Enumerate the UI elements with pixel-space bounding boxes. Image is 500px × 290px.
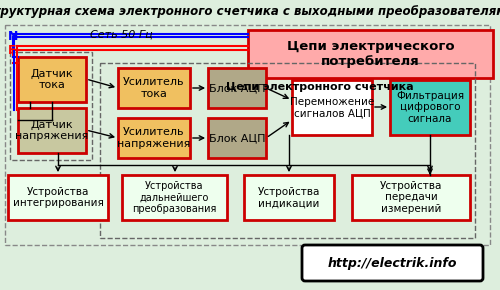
Bar bbox=[5, 25, 490, 245]
Text: Усилитель
напряжения: Усилитель напряжения bbox=[118, 127, 190, 149]
Bar bbox=[208, 68, 266, 108]
Bar bbox=[122, 175, 227, 220]
Text: Датчик
напряжения: Датчик напряжения bbox=[16, 120, 88, 141]
Text: Устройства
передачи
измерений: Устройства передачи измерений bbox=[380, 181, 442, 214]
Bar bbox=[100, 63, 475, 238]
Text: Структурная схема электронного счетчика с выходными преобразователями: Структурная схема электронного счетчика … bbox=[0, 6, 500, 19]
Bar bbox=[118, 118, 190, 158]
Text: Перемножение
сигналов АЦП: Перемножение сигналов АЦП bbox=[290, 97, 374, 118]
Bar bbox=[352, 175, 470, 220]
Text: Усилитель
тока: Усилитель тока bbox=[123, 77, 185, 99]
Text: Цепи электронного счетчика: Цепи электронного счетчика bbox=[226, 82, 414, 92]
Text: Блок АЦП: Блок АЦП bbox=[209, 83, 265, 93]
Text: Датчик
тока: Датчик тока bbox=[30, 69, 74, 90]
Text: Фильтрация
цифрового
сигнала: Фильтрация цифрового сигнала bbox=[396, 91, 464, 124]
Text: Блок АЦП: Блок АЦП bbox=[209, 133, 265, 143]
Bar bbox=[244, 175, 334, 220]
Text: Сеть 50 Гц: Сеть 50 Гц bbox=[90, 30, 153, 40]
Bar bbox=[18, 108, 86, 153]
FancyBboxPatch shape bbox=[302, 245, 483, 281]
Bar bbox=[208, 118, 266, 158]
Bar bbox=[18, 57, 86, 102]
Bar bbox=[8, 175, 108, 220]
Text: http://electrik.info: http://electrik.info bbox=[327, 256, 457, 269]
Text: F: F bbox=[8, 44, 16, 57]
Bar bbox=[292, 80, 372, 135]
Text: N: N bbox=[8, 30, 18, 44]
Text: Устройства
дальнейшего
преобразования: Устройства дальнейшего преобразования bbox=[132, 181, 216, 214]
Bar bbox=[10, 52, 92, 160]
Bar bbox=[390, 80, 470, 135]
Text: Устройства
интегрирования: Устройства интегрирования bbox=[12, 187, 104, 208]
Text: Цепи электрического
потребителя: Цепи электрического потребителя bbox=[286, 40, 454, 68]
Bar bbox=[118, 68, 190, 108]
Bar bbox=[248, 30, 493, 78]
Text: Устройства
индикации: Устройства индикации bbox=[258, 187, 320, 208]
